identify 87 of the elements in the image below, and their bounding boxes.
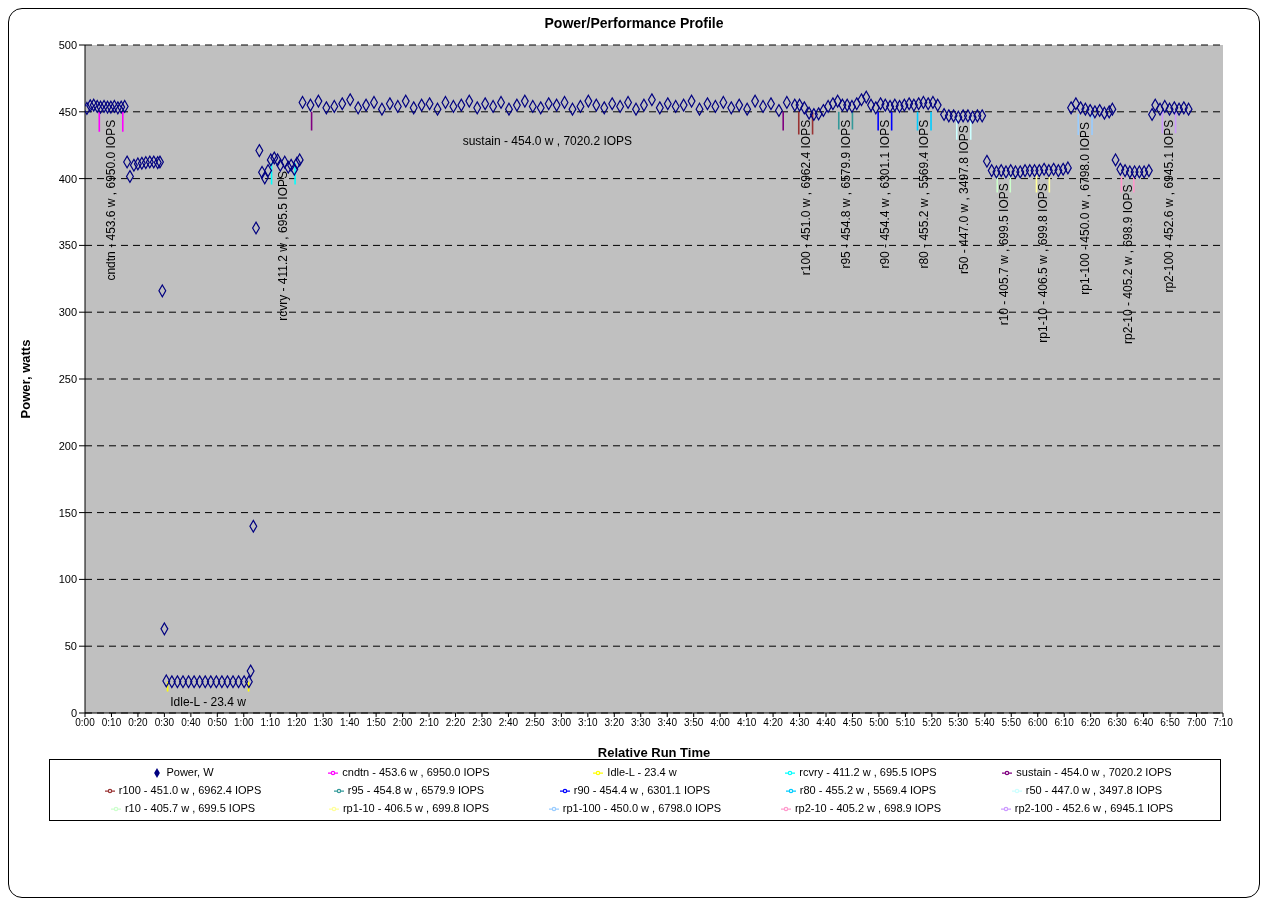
x-tick-label: 6:10 [1054,717,1075,729]
x-tick-label: 0:50 [207,717,228,729]
x-tick-label: 6:00 [1028,717,1048,729]
x-tick-label: 0:40 [181,717,202,729]
text: Idle-L - 23.4 w [170,694,246,709]
x-tick-label: 4:20 [763,717,784,729]
legend-label: r95 - 454.8 w , 6579.9 IOPS [347,784,485,796]
x-tick-label: 4:30 [789,717,810,729]
x-tick-label: 6:40 [1133,717,1154,729]
x-tick-label: 1:50 [366,717,387,729]
text: r80 - 455.2 w , 5569.4 IOPS [917,119,932,269]
x-tick-label: 5:40 [975,717,995,729]
legend-label: r80 - 455.2 w , 5569.4 IOPS [799,784,937,796]
x-tick-label: 2:00 [392,717,413,729]
text: rp1-10 - 406.5 w , 699.8 IOPS [1035,183,1050,343]
legend-label: r100 - 451.0 w , 6962.4 IOPS [118,784,262,796]
y-axis-title: Power, watts [17,339,33,419]
x-tick-label: 2:50 [525,717,546,729]
x-tick-label: 3:50 [683,717,704,729]
x-tick-label: 2:20 [445,717,466,729]
x-tick-label: 0:20 [128,717,149,729]
x-tick-label: 4:00 [710,717,731,729]
x-tick-label: 1:40 [339,717,360,729]
x-tick-label: 2:40 [498,717,519,729]
text: cndtn - 453.6 w , 6950.0 IOPS [104,119,119,281]
x-tick-label: 0:10 [101,717,122,729]
text: r10 - 405.7 w , 699.5 IOPS [996,183,1011,326]
x-tick-label: 0:30 [154,717,175,729]
x-tick-label: 5:30 [948,717,969,729]
x-tick-label: 6:20 [1080,717,1101,729]
legend-label: rp1-10 - 406.5 w , 699.8 IOPS [342,802,490,814]
x-tick-label: 5:00 [869,717,890,729]
legend-label: r90 - 454.4 w , 6301.1 IOPS [573,784,711,796]
y-tick-label: 350 [58,239,77,252]
x-tick-label: 6:50 [1160,717,1181,729]
y-tick-label: 150 [58,506,77,519]
y-tick-label: 0 [70,706,77,719]
text: sustain - 454.0 w , 7020.2 IOPS [462,133,633,148]
legend-label: cndtn - 453.6 w , 6950.0 IOPS [342,766,490,778]
x-tick-label: 1:00 [234,717,254,729]
legend-label: rp2-100 - 452.6 w , 6945.1 IOPS [1014,802,1174,814]
x-tick-label: 2:10 [419,717,440,729]
x-tick-label: 2:30 [472,717,493,729]
y-tick-label: 250 [58,372,77,385]
x-tick-label: 4:40 [816,717,837,729]
x-tick-label: 1:20 [286,717,307,729]
legend-label: rp2-10 - 405.2 w , 698.9 IOPS [794,802,942,814]
x-tick-label: 0:00 [75,717,96,729]
text: rp2-100 - 452.6 w , 6945.1 IOPS [1161,119,1176,293]
text: rp2-10 - 405.2 w , 698.9 IOPS [1120,184,1135,345]
x-tick-label: 5:10 [895,717,916,729]
legend-label: r10 - 405.7 w , 699.5 IOPS [124,802,256,814]
y-tick-label: 400 [58,172,77,185]
x-tick-label: 7:00 [1186,717,1207,729]
chart-title: Power/Performance Profile [543,15,725,31]
legend-label: Idle-L - 23.4 w [607,766,677,778]
y-tick-label: 450 [58,105,77,118]
y-tick-label: 300 [58,306,77,319]
y-tick-label: 500 [58,38,77,51]
x-tick-label: 3:10 [578,717,599,729]
x-tick-label: 3:00 [551,717,572,729]
x-tick-label: 3:20 [604,717,625,729]
legend-label: sustain - 454.0 w , 7020.2 IOPS [1016,766,1172,778]
text: r50 - 447.0 w , 3497.8 IOPS [956,125,971,274]
y-tick-label: 100 [58,573,77,586]
text: r90 - 454.4 w , 6301.1 IOPS [877,119,892,269]
text: r100 - 451.0 w , 6962.4 IOPS [798,119,813,276]
x-tick-label: 1:10 [260,717,281,729]
y-tick-label: 200 [58,439,77,452]
x-tick-label: 3:30 [631,717,651,729]
x-tick-label: 4:10 [736,717,757,729]
text: rp1-100 - 450.0 w , 6798.0 IOPS [1078,121,1093,295]
legend-label: rcvry - 411.2 w , 695.5 IOPS [799,766,937,778]
text: rcvry - 411.2 w , 695.5 IOPS [276,170,291,321]
legend-label: Power, W [166,766,214,778]
x-tick-label: 5:50 [1001,717,1022,729]
x-tick-label: 5:20 [922,717,943,729]
legend-label: r50 - 447.0 w , 3497.8 IOPS [1025,784,1163,796]
y-tick-label: 50 [64,640,77,653]
x-tick-label: 4:50 [842,717,863,729]
x-axis-title: Relative Run Time [597,745,711,760]
x-tick-label: 7:10 [1213,717,1234,729]
x-tick-label: 6:30 [1107,717,1128,729]
legend-label: rp1-100 - 450.0 w , 6798.0 IOPS [562,802,722,814]
text: r95 - 454.8 w , 6579.9 IOPS [838,119,853,269]
x-tick-label: 1:30 [313,717,334,729]
x-tick-label: 3:40 [657,717,678,729]
